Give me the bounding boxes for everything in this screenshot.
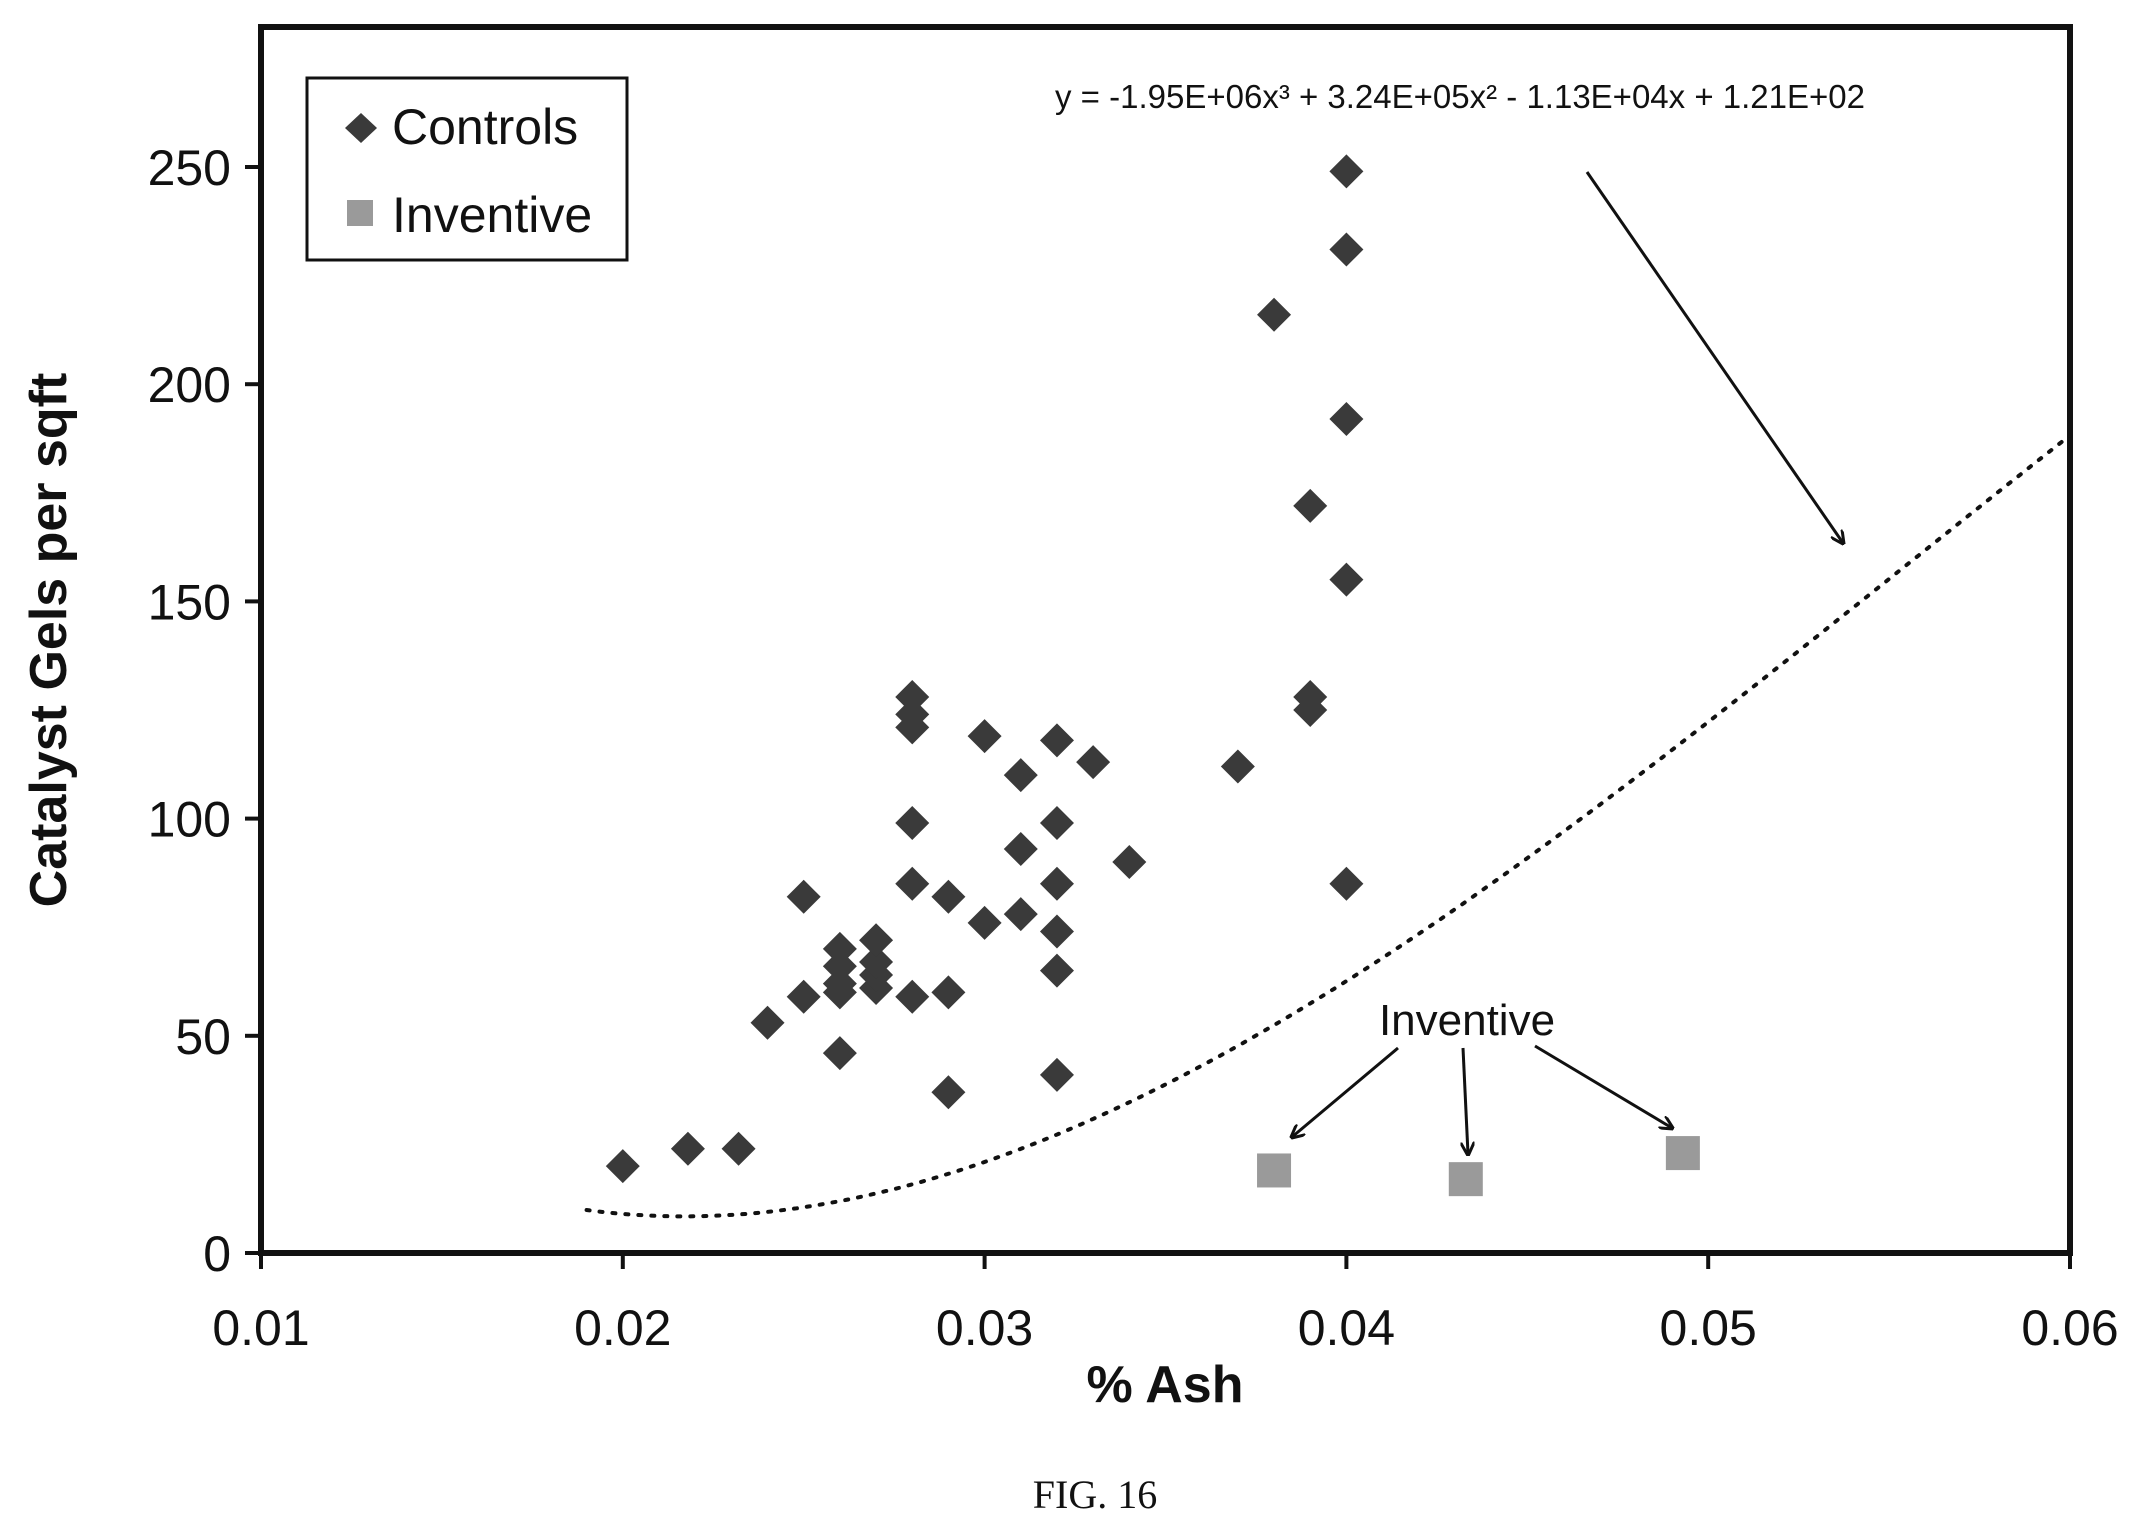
x-tick-label: 0.03 — [936, 1300, 1033, 1356]
control-point — [931, 1075, 966, 1110]
inventive-arrow-1 — [1292, 1046, 1399, 1137]
control-point — [1329, 866, 1364, 901]
y-tick-label: 150 — [148, 574, 231, 630]
control-point — [967, 719, 1002, 754]
control-point — [670, 1131, 705, 1166]
control-point — [1039, 866, 1074, 901]
control-point — [859, 923, 894, 958]
inventive-point — [1257, 1153, 1292, 1188]
control-point — [605, 1149, 640, 1184]
legend-label-inventive: Inventive — [392, 187, 592, 243]
x-tick-label: 0.06 — [2021, 1300, 2118, 1356]
control-point — [1293, 679, 1328, 714]
y-tick-label: 250 — [148, 140, 231, 196]
inventive-arrow-3 — [1534, 1044, 1672, 1128]
control-point — [822, 966, 857, 1001]
control-point — [1003, 897, 1038, 932]
control-point — [786, 879, 821, 914]
control-point — [1329, 154, 1364, 189]
series-inventive — [1257, 1136, 1700, 1197]
inventive-point — [1448, 1162, 1483, 1197]
control-point — [1003, 832, 1038, 867]
x-tick-label: 0.05 — [1660, 1300, 1757, 1356]
legend-diamond-marker — [345, 113, 377, 143]
control-point — [1039, 1057, 1074, 1092]
control-point — [931, 879, 966, 914]
legend-label-controls: Controls — [392, 99, 578, 155]
y-tick-label: 200 — [148, 357, 231, 413]
control-point — [895, 866, 930, 901]
figure-caption: FIG. 16 — [1033, 1472, 1157, 1517]
control-point — [1112, 845, 1147, 880]
equation-arrow — [1585, 171, 1843, 543]
series-controls — [605, 154, 1364, 1184]
x-tick-label: 0.04 — [1298, 1300, 1395, 1356]
legend-square-marker — [347, 200, 373, 226]
control-point — [1003, 758, 1038, 793]
control-point — [1293, 488, 1328, 523]
control-point — [895, 979, 930, 1014]
x-tick-label: 0.01 — [212, 1300, 309, 1356]
control-point — [750, 1005, 785, 1040]
control-point — [822, 931, 857, 966]
control-point — [822, 949, 857, 984]
control-point — [1220, 749, 1255, 784]
control-point — [895, 679, 930, 714]
control-point — [721, 1131, 756, 1166]
control-point — [1039, 723, 1074, 758]
trendline — [584, 433, 2072, 1219]
control-point — [931, 975, 966, 1010]
y-tick-label: 100 — [148, 792, 231, 848]
x-tick-label: 0.02 — [574, 1300, 671, 1356]
control-point — [822, 1036, 857, 1071]
control-point — [1039, 805, 1074, 840]
control-point — [1329, 562, 1364, 597]
control-point — [1039, 914, 1074, 949]
control-point — [1039, 953, 1074, 988]
inventive-point — [1665, 1136, 1700, 1171]
control-point — [859, 944, 894, 979]
trendline-equation: y = -1.95E+06x³ + 3.24E+05x² - 1.13E+04x… — [1055, 78, 1865, 115]
control-point — [1329, 232, 1364, 267]
inventive-arrow-2 — [1463, 1047, 1468, 1154]
y-axis-ticks: 0 50 100 150 200 250 — [148, 140, 261, 1282]
x-axis-ticks: 0.01 0.02 0.03 0.04 0.05 0.06 — [212, 1253, 2119, 1356]
y-tick-label: 0 — [203, 1226, 231, 1282]
control-point — [786, 979, 821, 1014]
y-axis-title: Catalyst Gels per sqft — [20, 373, 78, 908]
legend-box — [305, 76, 629, 262]
inventive-annotation: Inventive — [1379, 996, 1555, 1045]
y-tick-label: 50 — [175, 1009, 231, 1065]
control-point — [1257, 297, 1292, 332]
control-point — [1076, 745, 1111, 780]
control-point — [967, 905, 1002, 940]
x-axis-title: % Ash — [1087, 1356, 1244, 1414]
legend: Controls Inventive — [305, 76, 629, 262]
control-point — [1329, 401, 1364, 436]
control-point — [895, 805, 930, 840]
control-point — [895, 697, 930, 732]
